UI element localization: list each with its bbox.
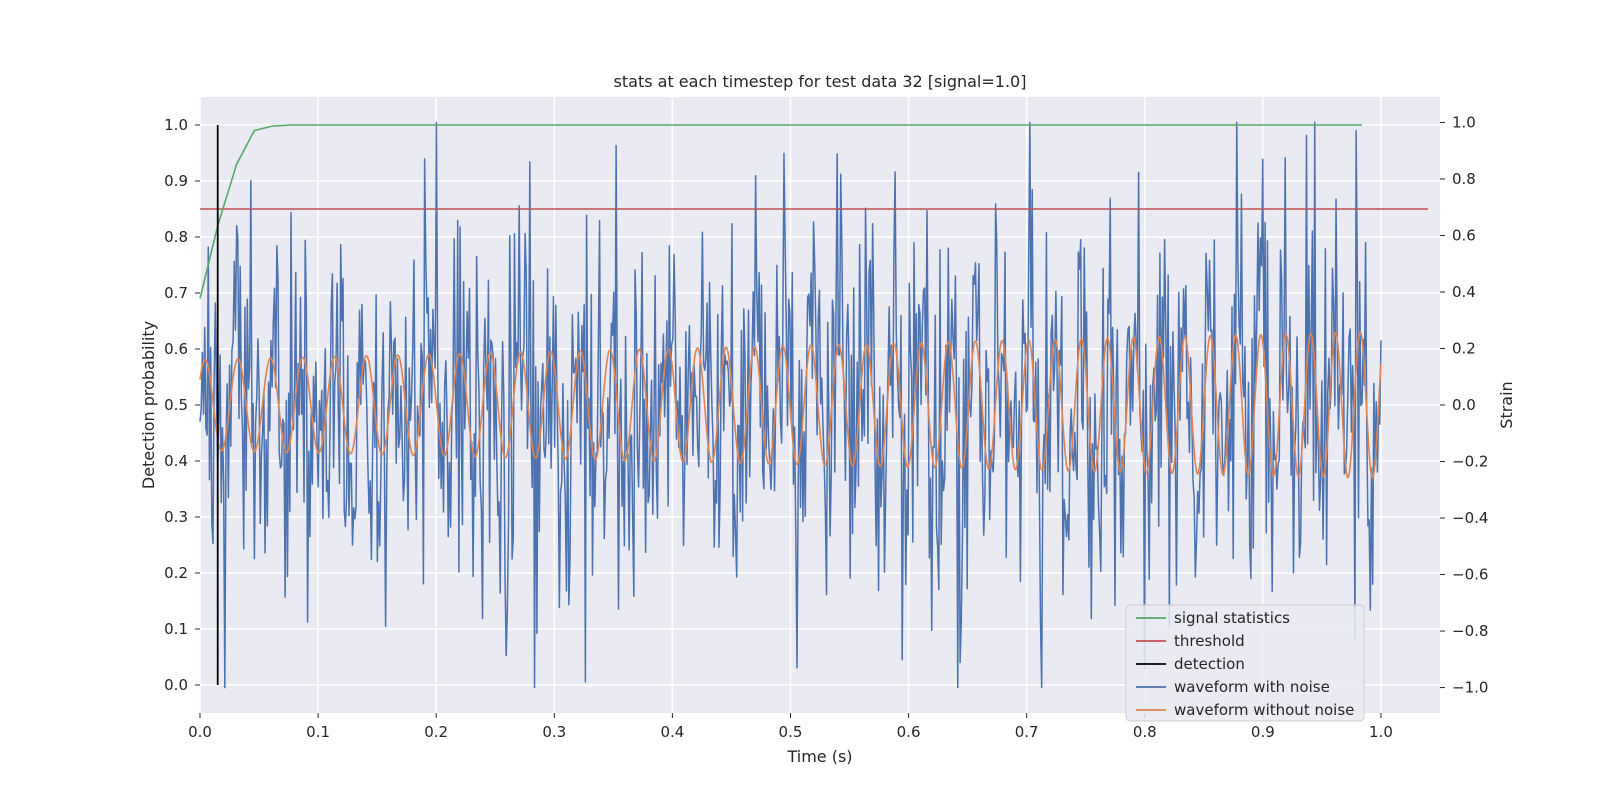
y-left-tick-label: 0.1 (164, 620, 188, 638)
y-right-tick-label: 0.4 (1452, 283, 1476, 301)
legend-label: threshold (1174, 632, 1245, 650)
legend-label: waveform without noise (1174, 701, 1354, 719)
legend: signal statistics threshold detection wavef… (1125, 604, 1365, 722)
legend-label: signal statistics (1174, 609, 1290, 627)
y-right-tick-label: 0.8 (1452, 170, 1476, 188)
x-tick-label: 0.0 (188, 723, 212, 741)
axes-layer: 0.0 0.1 0.2 0.3 0.4 0.5 0.6 0.7 0.8 0.9 1.0 0.0 0.1 0… (164, 113, 1488, 741)
y-left-tick-label: 0.9 (164, 172, 188, 190)
y-right-tick-label: −1.0 (1452, 679, 1488, 697)
y-right-tick-label: 1.0 (1452, 113, 1476, 131)
y-left-tick-label: 0.0 (164, 676, 188, 694)
waveform-without-noise-line (199, 331, 1382, 479)
y-right-tick-label: 0.6 (1452, 226, 1476, 244)
x-tick-label: 0.2 (424, 723, 448, 741)
waveform-with-noise-line (199, 121, 1382, 689)
y-right-tick-label: −0.2 (1452, 453, 1488, 471)
y-left-tick-label: 0.2 (164, 564, 188, 582)
x-tick-label: 0.9 (1251, 723, 1275, 741)
series-layer (199, 121, 1429, 689)
y-left-tick-label: 0.6 (164, 340, 188, 358)
y-right-tick-label: 0.2 (1452, 339, 1476, 357)
x-tick-label: 0.8 (1133, 723, 1157, 741)
x-tick-label: 1.0 (1369, 723, 1393, 741)
y-left-tick-label: 0.3 (164, 508, 188, 526)
y-right-tick-label: −0.4 (1452, 509, 1488, 527)
legend-label: waveform with noise (1174, 678, 1330, 696)
x-tick-label: 0.4 (660, 723, 684, 741)
y-left-tick-label: 0.8 (164, 228, 188, 246)
chart-title: stats at each timestep for test data 32 … (614, 72, 1027, 91)
legend-label: detection (1174, 655, 1245, 673)
x-axis-label: Time (s) (786, 747, 852, 766)
y-right-tick-label: −0.6 (1452, 566, 1488, 584)
y-right-tick-label: 0.0 (1452, 396, 1476, 414)
x-tick-label: 0.5 (779, 723, 803, 741)
legend-box (1125, 604, 1365, 722)
y-left-tick-label: 0.4 (164, 452, 188, 470)
y-left-tick-label: 0.7 (164, 284, 188, 302)
y-right-tick-label: −0.8 (1452, 622, 1488, 640)
y-axis-left-label: Detection probability (139, 321, 158, 489)
y-left-tick-label: 0.5 (164, 396, 188, 414)
x-tick-label: 0.1 (306, 723, 330, 741)
signal-statistics-line (199, 124, 1363, 299)
y-axis-right-label: Strain (1497, 381, 1516, 428)
y-left-tick-label: 1.0 (164, 116, 188, 134)
x-tick-label: 0.3 (542, 723, 566, 741)
x-tick-label: 0.6 (897, 723, 921, 741)
x-tick-label: 0.7 (1015, 723, 1039, 741)
